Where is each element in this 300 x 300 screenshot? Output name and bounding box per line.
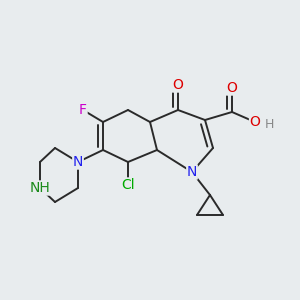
Text: Cl: Cl (121, 178, 135, 192)
Text: NH: NH (30, 181, 50, 195)
Text: O: O (172, 78, 183, 92)
Text: H: H (264, 118, 274, 130)
Text: N: N (187, 165, 197, 179)
Text: O: O (250, 115, 260, 129)
Text: F: F (79, 103, 87, 117)
Text: O: O (226, 81, 237, 95)
Text: N: N (73, 155, 83, 169)
